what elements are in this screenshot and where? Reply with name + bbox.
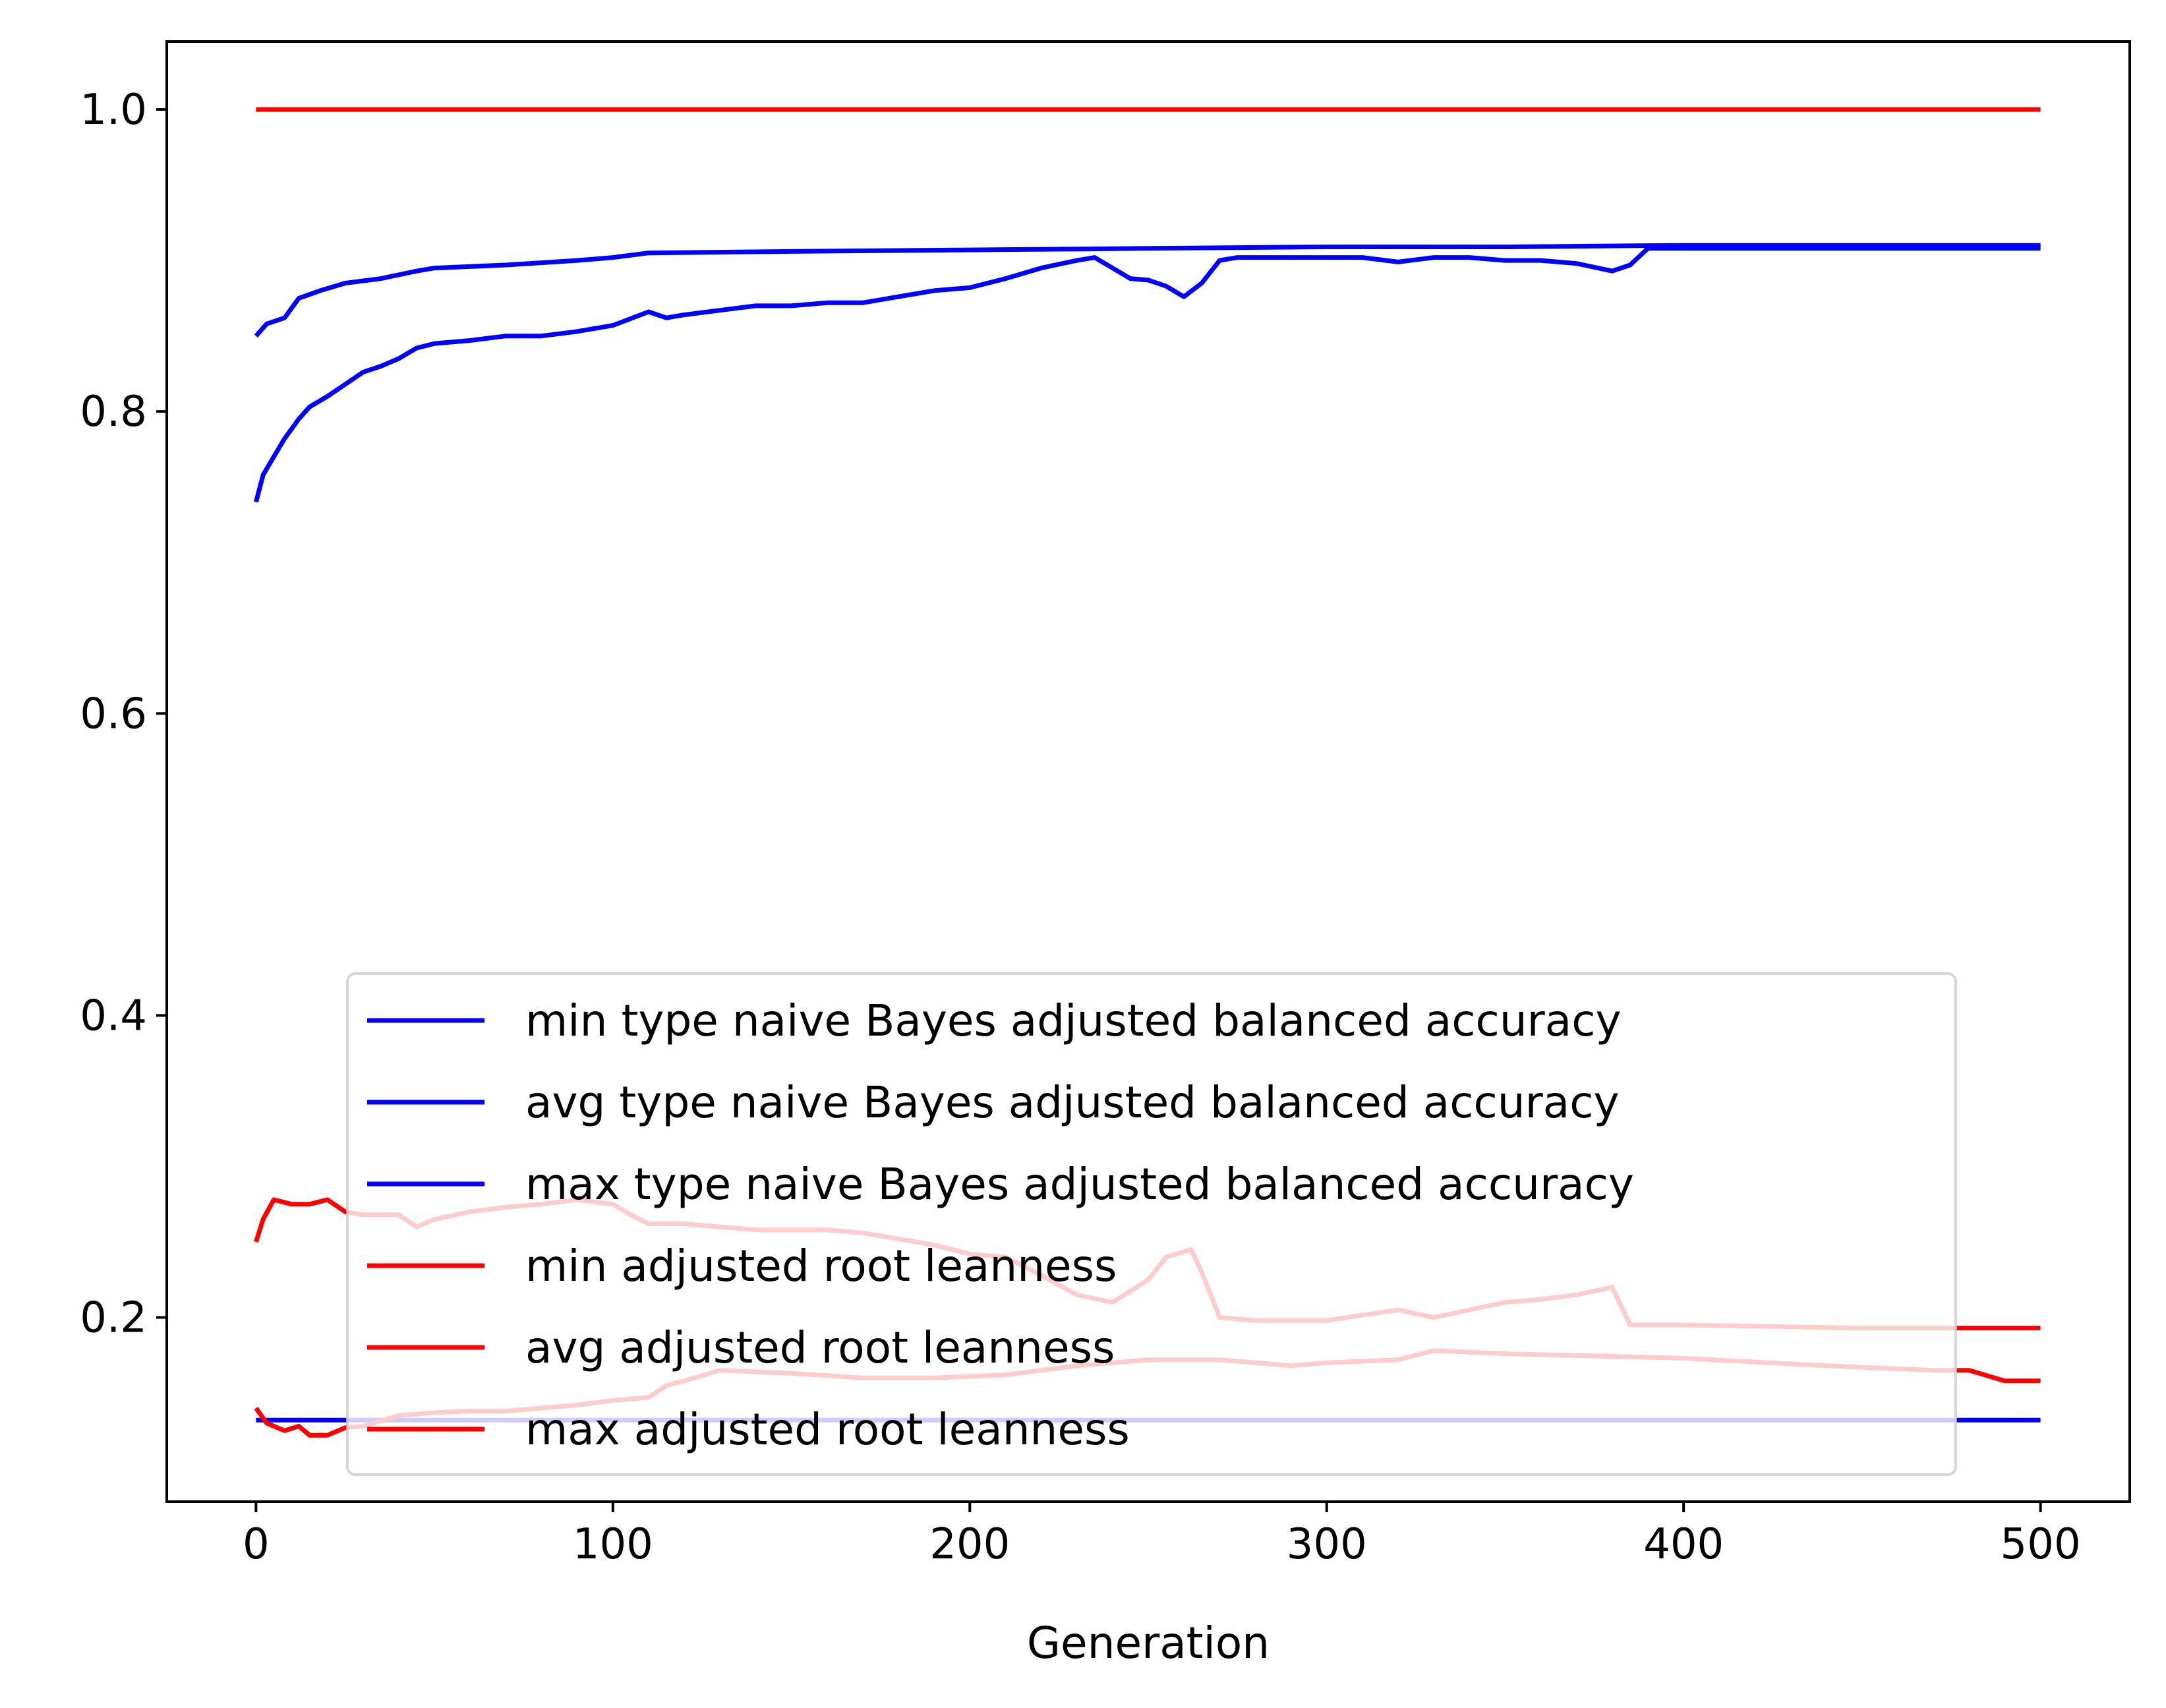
legend-label: max adjusted root leanness — [525, 1404, 1130, 1455]
y-tick-label: 1.0 — [80, 86, 147, 134]
x-tick-label: 300 — [1287, 1520, 1367, 1569]
legend-frame — [346, 972, 1957, 1476]
series-line-avg-type-naive-bayes-adjusted-balanced-accuracy — [254, 246, 2041, 503]
legend-label: min type naive Bayes adjusted balanced a… — [525, 995, 1622, 1046]
legend: min type naive Bayes adjusted balanced a… — [346, 972, 1957, 1476]
y-tick-label: 0.2 — [80, 1294, 147, 1343]
y-tick-label: 0.6 — [80, 690, 147, 738]
legend-label: avg adjusted root leanness — [525, 1322, 1115, 1373]
x-tick-label: 500 — [2001, 1520, 2081, 1569]
x-tick-label: 400 — [1643, 1520, 1724, 1569]
y-tick-label: 0.4 — [80, 991, 147, 1040]
x-tick-label: 200 — [929, 1520, 1010, 1569]
x-axis: 0 100 200 300 400 500 — [243, 1502, 2081, 1569]
axes-frame — [165, 40, 2131, 1503]
series-line-max-type-naive-bayes-adjusted-balanced-accuracy — [254, 243, 2041, 338]
x-tick-label: 0 — [243, 1520, 270, 1569]
legend-label: max type naive Bayes adjusted balanced a… — [525, 1159, 1634, 1210]
x-axis-label: Generation — [1027, 1618, 1270, 1668]
y-axis: 0.2 0.4 0.6 0.8 1.0 — [80, 86, 167, 1343]
legend-label: avg type naive Bayes adjusted balanced a… — [525, 1077, 1620, 1128]
legend-label: min adjusted root leanness — [525, 1241, 1117, 1291]
y-tick-label: 0.8 — [80, 388, 147, 436]
x-tick-label: 100 — [573, 1520, 653, 1569]
